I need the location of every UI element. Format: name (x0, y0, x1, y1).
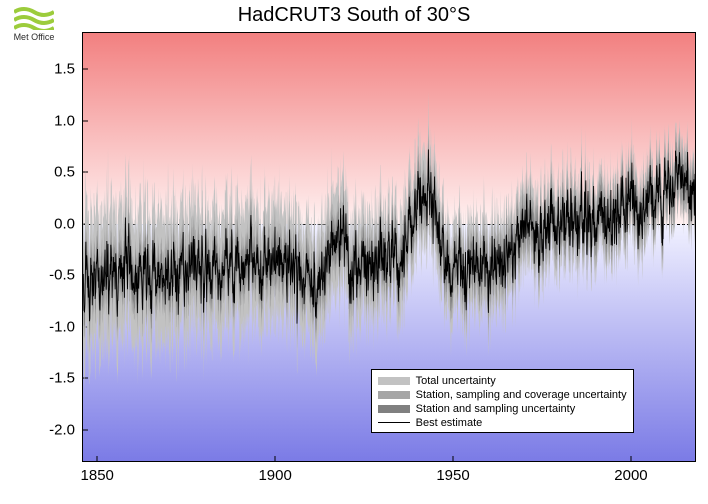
legend-label: Best estimate (416, 417, 483, 429)
legend-item: Total uncertainty (378, 374, 627, 388)
y-tick: -2.0 (49, 422, 83, 439)
legend-label: Total uncertainty (416, 375, 496, 387)
x-tick: 1900 (258, 461, 291, 484)
legend: Total uncertainty Station, sampling and c… (371, 369, 634, 433)
y-tick: -1.5 (49, 370, 83, 387)
legend-item: Station, sampling and coverage uncertain… (378, 388, 627, 402)
figure-root: Met Office HadCRUT3 South of 30°S Anomal… (0, 0, 708, 504)
chart-title: HadCRUT3 South of 30°S (0, 4, 708, 27)
y-tick: -1.0 (49, 318, 83, 335)
legend-label: Station, sampling and coverage uncertain… (416, 389, 627, 401)
plot-area: -2.0-1.5-1.0-0.50.00.51.01.5185019001950… (82, 32, 696, 462)
legend-line-icon (378, 422, 410, 423)
legend-swatch (378, 405, 410, 413)
y-tick: 1.5 (54, 61, 83, 78)
legend-item: Best estimate (378, 416, 627, 430)
y-tick: 1.0 (54, 112, 83, 129)
logo-text: Met Office (8, 32, 60, 42)
y-tick: -0.5 (49, 267, 83, 284)
x-tick: 1850 (81, 461, 114, 484)
legend-swatch (378, 391, 410, 399)
x-tick: 2000 (614, 461, 647, 484)
y-tick: 0.5 (54, 164, 83, 181)
legend-label: Station and sampling uncertainty (416, 403, 576, 415)
legend-item: Station and sampling uncertainty (378, 402, 627, 416)
legend-swatch (378, 377, 410, 385)
y-tick: 0.0 (54, 215, 83, 232)
x-tick: 1950 (436, 461, 469, 484)
